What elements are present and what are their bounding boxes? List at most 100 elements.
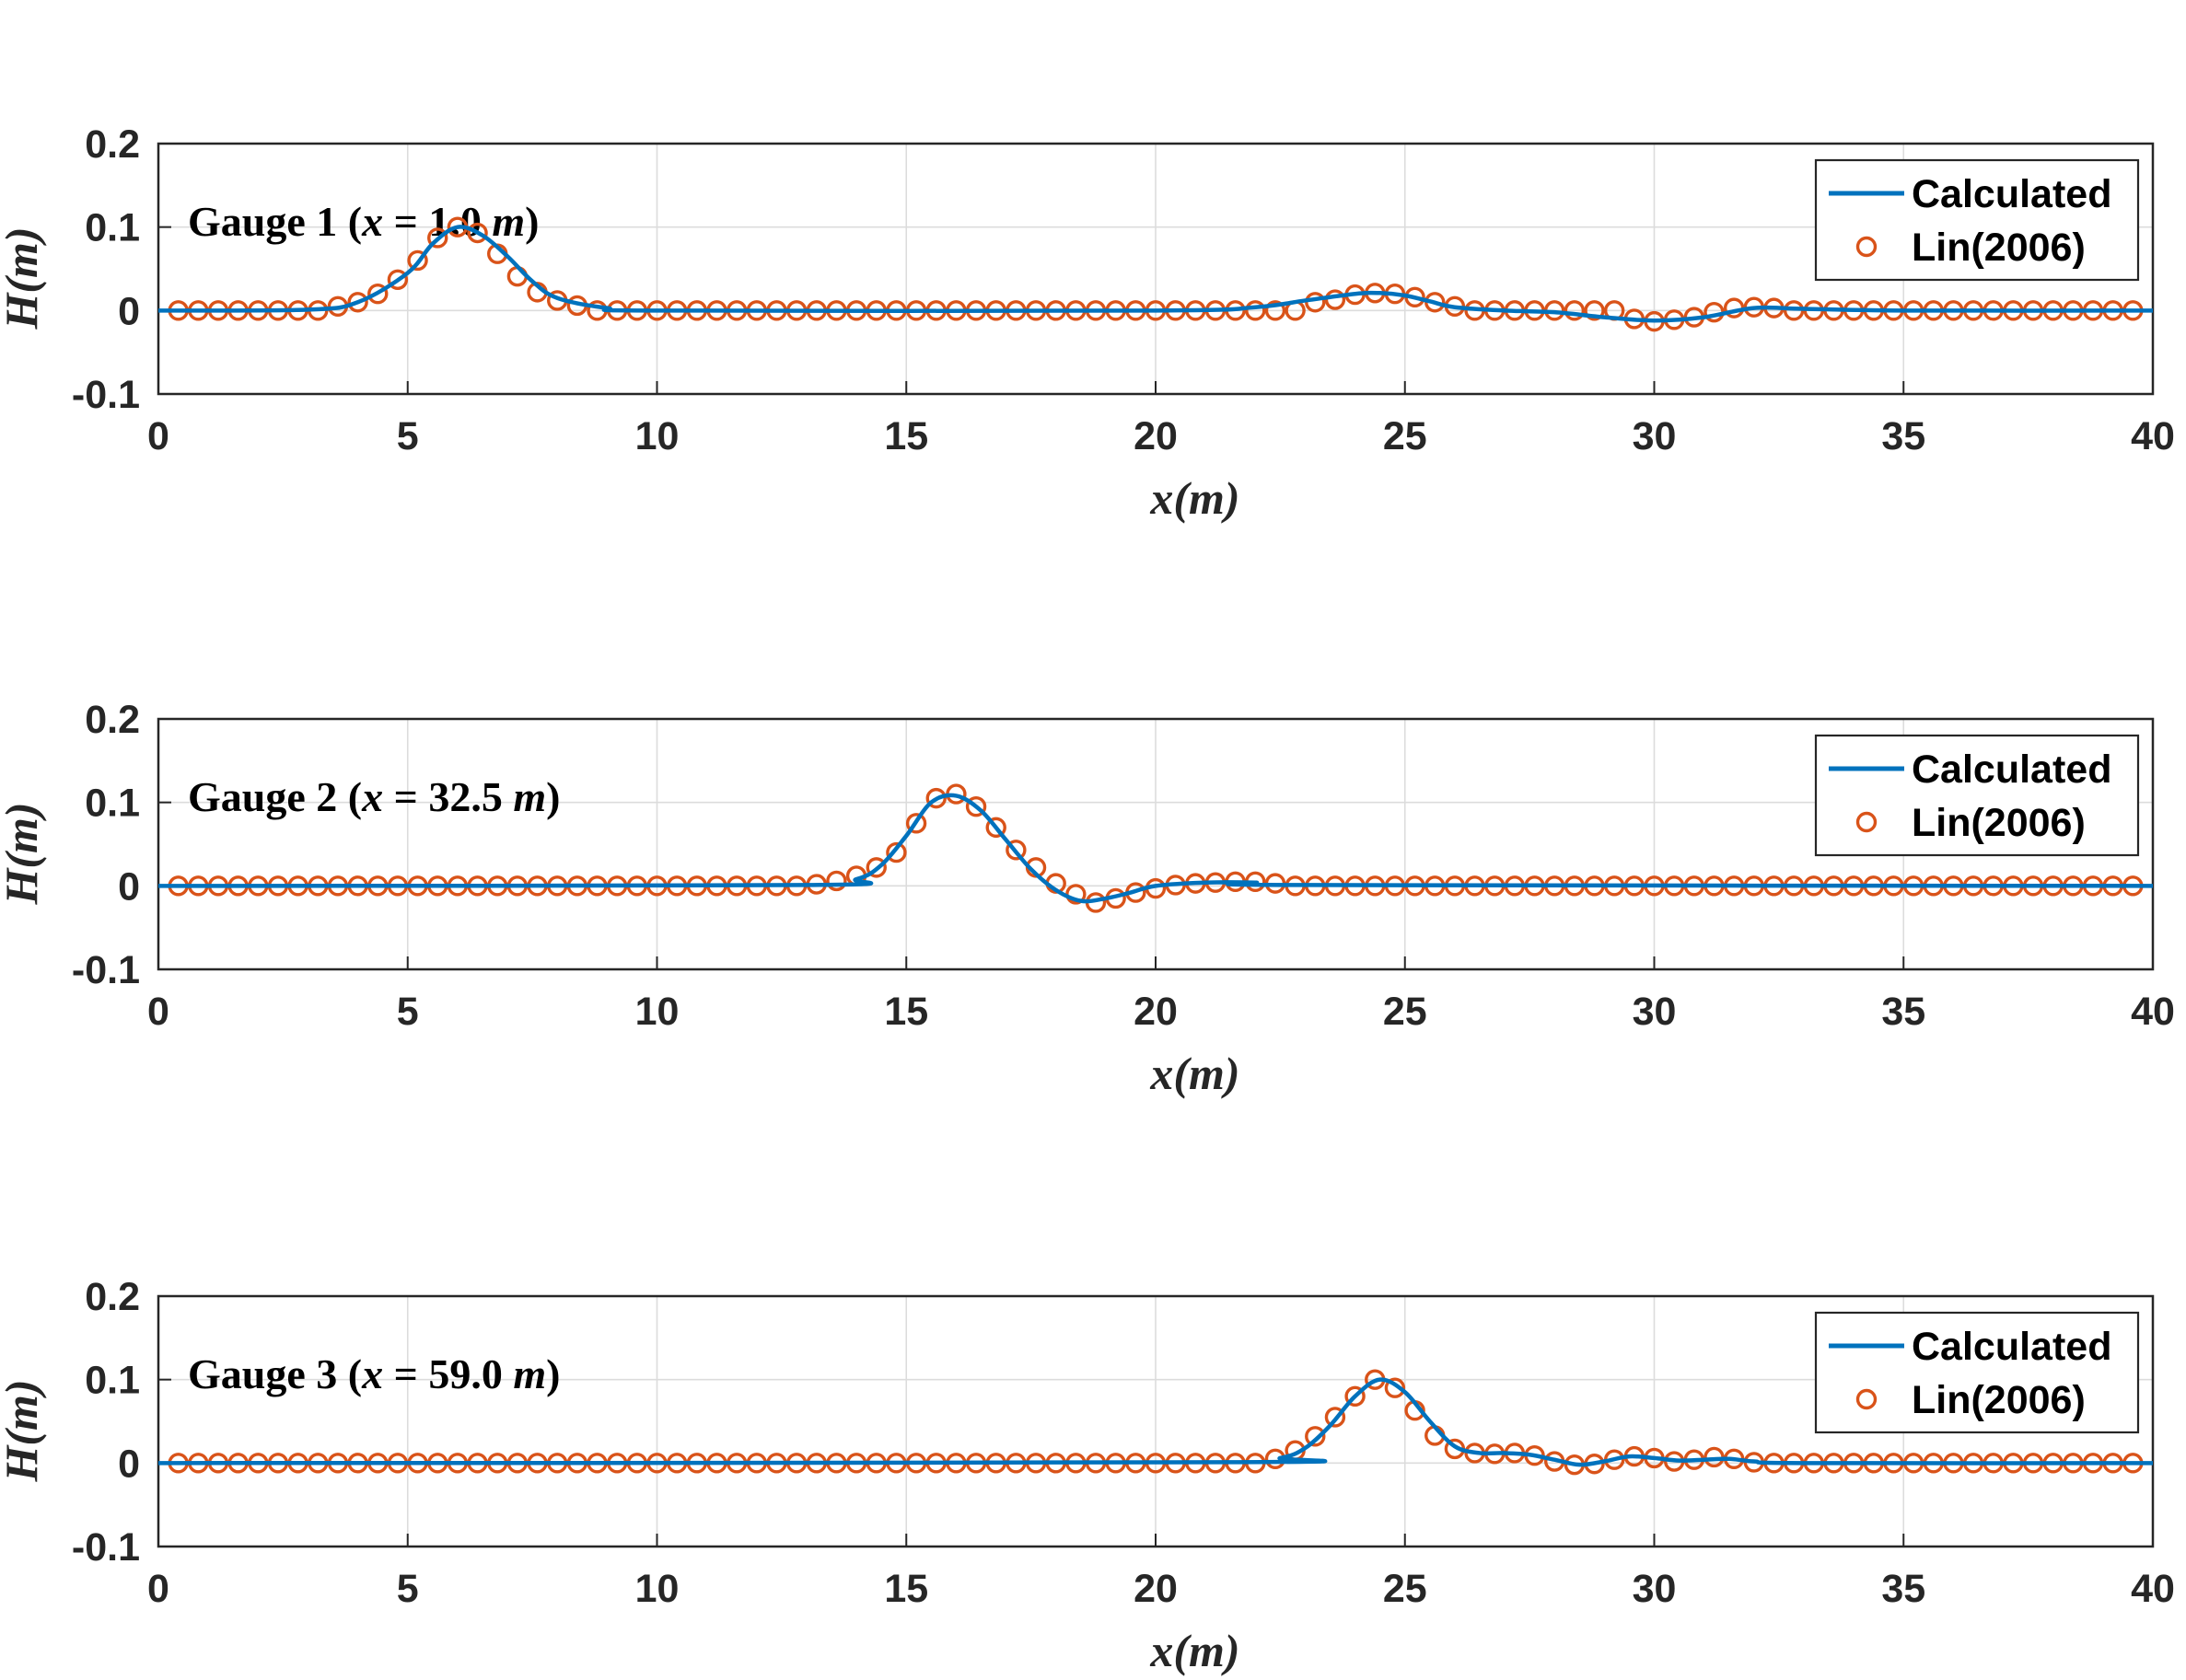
lin2006-point — [1384, 1377, 1406, 1398]
panel-title-part: x — [361, 1350, 383, 1397]
panel-title-part: Gauge 2 ( — [188, 773, 362, 820]
y-tick-label: 0.2 — [85, 1275, 140, 1319]
legend-calculated-label: Calculated — [1912, 172, 2111, 216]
panel-title-part: Gauge 1 ( — [188, 198, 362, 245]
x-tick-label: 5 — [397, 414, 419, 458]
x-axis-label: x(m) — [1149, 1048, 1239, 1099]
x-tick-label: 20 — [1134, 1567, 1178, 1611]
lin2006-point — [387, 269, 409, 290]
y-tick-label: 0.2 — [85, 698, 140, 742]
legend-box — [1814, 158, 2140, 282]
y-tick-label: 0 — [118, 864, 140, 909]
y-tick-label: -0.1 — [72, 373, 140, 417]
y-tick-label: -0.1 — [72, 1525, 140, 1570]
x-axis-label: x(m) — [1149, 472, 1239, 524]
y-axis-label: H(m) — [0, 802, 47, 905]
x-tick-label: 10 — [635, 1567, 680, 1611]
lin2006-point — [367, 284, 389, 305]
lin2006-point — [427, 227, 448, 249]
x-tick-label: 20 — [1134, 990, 1178, 1034]
legend: Calculated Lin(2006) — [1814, 158, 2140, 282]
panel-title: Gauge 1 (x = 1.0 m) — [188, 198, 539, 245]
lin2006-point — [407, 249, 428, 272]
chart-panel-2: 0 5 10 15 20 25 30 35 400.20.10-0.1x(m)H(m)Gauge… — [0, 594, 2175, 1099]
panel-title-part: Gauge 3 ( — [188, 1350, 362, 1397]
lin2006-point — [1245, 300, 1266, 321]
x-axis-label: x(m) — [1149, 1625, 1239, 1676]
y-tick-label: 0 — [118, 289, 140, 333]
x-tick-label: 40 — [2131, 1567, 2175, 1611]
y-tick-label: 0 — [118, 1442, 140, 1486]
x-tick-label: 15 — [884, 1567, 928, 1611]
x-tick-label: 35 — [1881, 414, 1925, 458]
x-tick-label: 10 — [635, 414, 680, 458]
x-tick-label: 40 — [2131, 414, 2175, 458]
x-tick-label: 35 — [1881, 990, 1925, 1034]
x-tick-label: 5 — [397, 1567, 419, 1611]
chart-panel-3: 0 5 10 15 20 25 30 35 400.20.10-0.1x(m)H(m)Gauge… — [0, 1171, 2175, 1676]
y-tick-label: 0.1 — [85, 782, 140, 826]
lin2006-point — [1324, 1407, 1346, 1428]
panel-title-part: m — [492, 198, 525, 245]
y-tick-label: -0.1 — [72, 948, 140, 992]
x-tick-label: 30 — [1633, 990, 1677, 1034]
lin2006-point — [347, 292, 368, 313]
legend-calculated-label: Calculated — [1912, 1325, 2111, 1369]
x-tick-label: 30 — [1633, 414, 1677, 458]
y-axis-label: H(m) — [0, 1379, 47, 1482]
lin2006-point — [467, 222, 488, 244]
panel-title-part: m — [513, 773, 546, 820]
legend-box — [1814, 1311, 2140, 1434]
lin2006-point — [925, 787, 947, 809]
panel-title-part: m — [513, 1350, 546, 1397]
lin2006-point — [985, 817, 1006, 839]
lin2006-point — [905, 813, 927, 834]
legend-lin2006-marker — [1855, 1388, 1878, 1410]
lin2006-point — [1305, 1426, 1326, 1447]
x-tick-label: 35 — [1881, 1567, 1925, 1611]
lin2006-point — [1006, 840, 1027, 861]
legend-calculated-label: Calculated — [1912, 747, 2111, 792]
x-tick-label: 0 — [147, 990, 169, 1034]
lin2006-point — [1584, 300, 1605, 321]
panel-title: Gauge 3 (x = 59.0 m) — [188, 1350, 560, 1397]
legend-lin2006-marker — [1855, 811, 1878, 833]
y-axis-label: H(m) — [0, 226, 47, 330]
panel-title-part: ) — [546, 773, 560, 820]
panel-title-part: ) — [525, 198, 539, 245]
legend-lin2006-label: Lin(2006) — [1912, 226, 2086, 270]
panel-title-part: = 32.5 — [383, 773, 513, 820]
lin2006-point — [965, 796, 987, 817]
legend: Calculated Lin(2006) — [1814, 734, 2140, 857]
legend-lin2006-label: Lin(2006) — [1912, 1378, 2086, 1422]
lin2006-point — [1324, 289, 1346, 310]
x-tick-label: 10 — [635, 990, 680, 1034]
lin2006-point — [826, 870, 847, 892]
panel-title-part: ) — [546, 1350, 560, 1397]
x-tick-label: 15 — [884, 990, 928, 1034]
lin2006-point — [886, 841, 907, 863]
x-tick-label: 0 — [147, 414, 169, 458]
x-tick-label: 5 — [397, 990, 419, 1034]
lin2006-point — [1344, 1385, 1366, 1408]
legend-lin2006-label: Lin(2006) — [1912, 801, 2086, 845]
legend-lin2006-marker — [1855, 236, 1878, 258]
y-tick-label: 0.1 — [85, 1359, 140, 1403]
calculated-series-line — [157, 225, 2154, 323]
calculated-series-line — [157, 1377, 2154, 1467]
lin2006-point — [1564, 300, 1586, 321]
x-tick-label: 25 — [1383, 1567, 1427, 1611]
y-tick-label: 0.2 — [85, 122, 140, 167]
legend-box — [1814, 734, 2140, 857]
panel-title: Gauge 2 (x = 32.5 m) — [188, 773, 560, 820]
x-tick-label: 30 — [1633, 1567, 1677, 1611]
x-tick-label: 0 — [147, 1567, 169, 1611]
x-tick-label: 25 — [1383, 990, 1427, 1034]
x-tick-label: 15 — [884, 414, 928, 458]
panel-title-part: x — [361, 773, 383, 820]
panel-title-part: = 59.0 — [383, 1350, 513, 1397]
chart-panel-1: 0 5 10 15 20 25 30 35 400.20.10-0.1x(m)H(m)Gauge… — [0, 18, 2175, 524]
x-tick-label: 20 — [1134, 414, 1178, 458]
lin2006-point — [1264, 300, 1286, 321]
